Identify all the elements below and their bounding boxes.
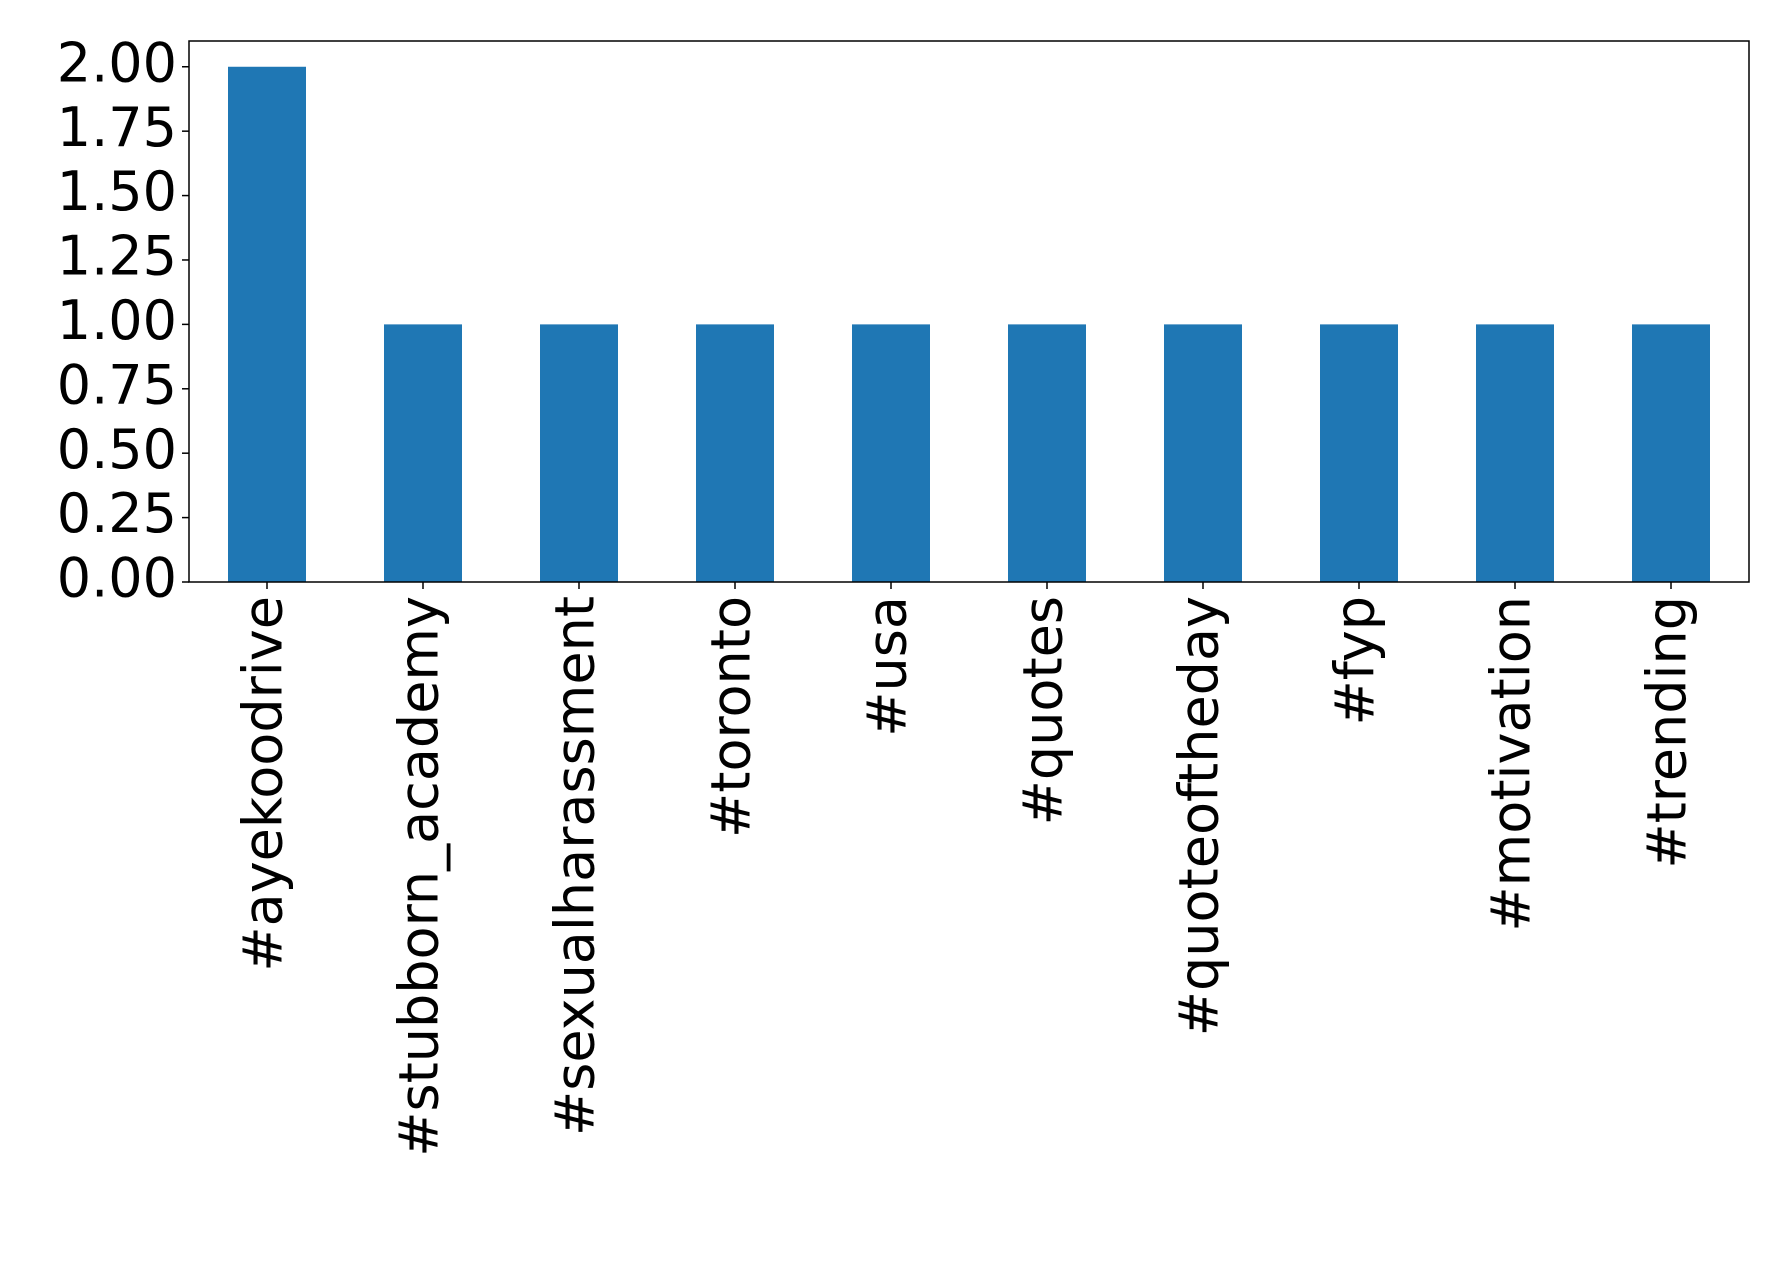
x-tick-label: #quoteoftheday xyxy=(1168,596,1231,1036)
y-tick-label: 0.75 xyxy=(57,353,177,416)
x-tick-label: #quotes xyxy=(1012,596,1075,825)
y-tick-label: 0.25 xyxy=(57,482,177,545)
x-tick-label: #stubborn_academy xyxy=(388,596,451,1157)
bar xyxy=(1476,324,1554,582)
bar xyxy=(852,324,930,582)
bar xyxy=(1008,324,1086,582)
bar xyxy=(384,324,462,582)
y-tick-label: 1.50 xyxy=(57,160,177,223)
x-tick-label: #trending xyxy=(1636,596,1699,869)
y-tick-label: 1.75 xyxy=(57,96,177,159)
x-tick-label: #ayekoodrive xyxy=(232,596,295,972)
x-tick-label: #fyp xyxy=(1324,596,1387,726)
y-tick-label: 0.50 xyxy=(57,418,177,481)
y-tick-label: 2.00 xyxy=(57,31,177,94)
bar xyxy=(696,324,774,582)
x-tick-label: #motivation xyxy=(1480,596,1543,932)
bar xyxy=(1320,324,1398,582)
x-tick-label: #usa xyxy=(856,596,919,737)
bar xyxy=(1632,324,1710,582)
y-tick-label: 0.00 xyxy=(57,547,177,610)
y-tick-label: 1.00 xyxy=(57,289,177,352)
x-tick-label: #toronto xyxy=(700,596,763,838)
plot-frame xyxy=(188,40,1750,583)
bar xyxy=(1164,324,1242,582)
bar xyxy=(228,66,306,582)
y-tick-label: 1.25 xyxy=(57,225,177,288)
x-tick-label: #sexualharassment xyxy=(544,596,607,1136)
bar xyxy=(540,324,618,582)
